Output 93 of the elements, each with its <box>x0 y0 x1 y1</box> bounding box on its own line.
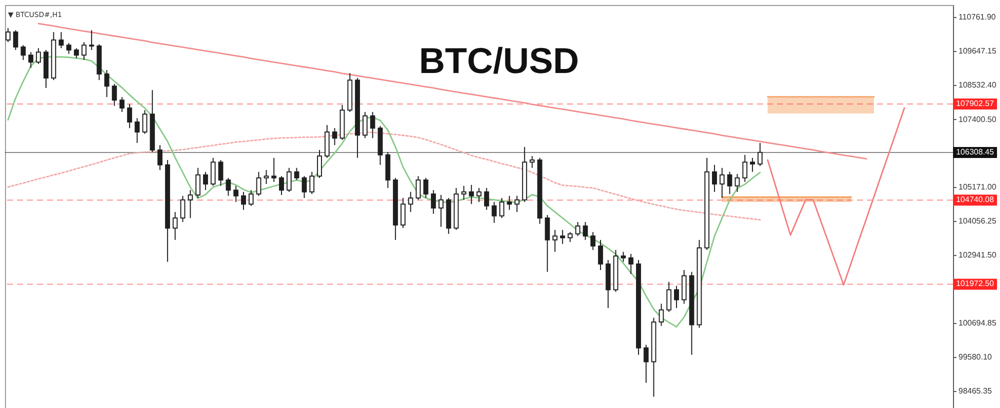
candlestick <box>6 28 11 43</box>
candlestick <box>302 176 307 198</box>
candlestick <box>552 229 558 252</box>
y-tick-label: 102941.50 <box>958 250 997 260</box>
candlestick <box>332 128 338 146</box>
y-tick-label: 109647.15 <box>958 46 997 56</box>
candlestick <box>575 222 580 236</box>
ref-line-label: 104740.08 <box>956 195 994 204</box>
candlestick <box>628 253 634 274</box>
candlestick <box>226 177 231 196</box>
candlestick <box>544 214 550 272</box>
candlestick <box>476 187 482 202</box>
candlestick <box>484 187 490 210</box>
candlestick <box>89 30 94 50</box>
candlestick <box>370 111 376 139</box>
candlestick <box>13 30 18 50</box>
candlestick <box>264 170 269 185</box>
candlestick <box>180 195 186 222</box>
candlestick <box>712 164 717 192</box>
candlestick <box>598 239 604 271</box>
ref-line-label: 101972.50 <box>956 279 994 288</box>
candlestick <box>408 191 414 212</box>
y-tick-label: 100694.85 <box>958 318 997 328</box>
candlestick <box>36 48 41 64</box>
candlestick <box>286 167 292 192</box>
candlestick <box>20 44 26 61</box>
candlestick <box>727 171 732 195</box>
text: BTC/USD <box>419 40 579 81</box>
candlestick <box>279 176 284 196</box>
candlestick <box>362 111 368 139</box>
candlestick <box>316 149 322 178</box>
candlestick <box>461 185 466 200</box>
candlestick <box>134 118 140 144</box>
candlestick <box>590 232 596 250</box>
candlestick <box>400 197 406 229</box>
candlestick <box>658 303 664 326</box>
candlestick <box>82 42 86 61</box>
candlestick <box>309 171 314 195</box>
line-series <box>38 22 868 160</box>
candlestick <box>241 191 246 210</box>
candlestick <box>416 176 421 200</box>
ref-line-label: 106308.45 <box>956 147 994 156</box>
y-tick-label: 105171.00 <box>958 182 997 192</box>
candlestick <box>750 157 755 172</box>
candlestick <box>499 197 504 219</box>
y-tick-label: 104056.25 <box>958 216 997 226</box>
y-tick-label: 110761.90 <box>958 12 996 22</box>
candlestick <box>620 251 626 262</box>
candlestick <box>468 184 474 205</box>
candlestick <box>28 52 34 68</box>
line-series <box>766 107 906 286</box>
candlestick <box>119 96 124 112</box>
candlestick <box>742 154 748 182</box>
ref-line-label: 107902.57 <box>956 99 994 108</box>
candlestick <box>514 195 520 212</box>
candlestick <box>172 211 178 240</box>
candlestick <box>157 144 162 171</box>
candlestick <box>127 104 132 129</box>
candlestick <box>104 70 110 98</box>
candlestick <box>58 32 64 49</box>
candlestick <box>492 201 497 224</box>
candlestick <box>506 195 512 210</box>
candlestick <box>248 190 254 206</box>
candlestick <box>256 171 262 196</box>
candlestick <box>66 42 72 54</box>
candlestick <box>294 167 300 181</box>
candlestick <box>530 156 535 168</box>
candlestick <box>423 177 428 198</box>
candlestick <box>666 281 672 312</box>
candlestick <box>430 190 436 214</box>
candlestick <box>188 190 193 219</box>
candlestick <box>112 84 117 106</box>
y-tick-label: 98465.35 <box>958 386 992 396</box>
candlestick <box>271 157 276 182</box>
candlestick <box>203 171 208 191</box>
candlestick <box>74 48 79 59</box>
candlestick <box>720 167 725 198</box>
candlestick <box>438 194 444 228</box>
candlestick <box>644 344 649 384</box>
candlestick <box>142 110 148 134</box>
candlestick <box>560 229 566 244</box>
candlestick <box>195 167 200 198</box>
candlestick <box>674 285 679 309</box>
candlestick <box>233 185 238 202</box>
candlestick <box>568 232 573 243</box>
candlestick <box>210 157 216 186</box>
y-tick-label: 99580.10 <box>958 352 992 362</box>
candlestick <box>218 160 224 186</box>
candlestick <box>758 142 763 167</box>
y-tick-label: 107400.50 <box>958 114 997 124</box>
candlestick <box>734 173 740 192</box>
y-tick-label: 108532.40 <box>958 80 997 90</box>
candlestick <box>582 222 588 240</box>
